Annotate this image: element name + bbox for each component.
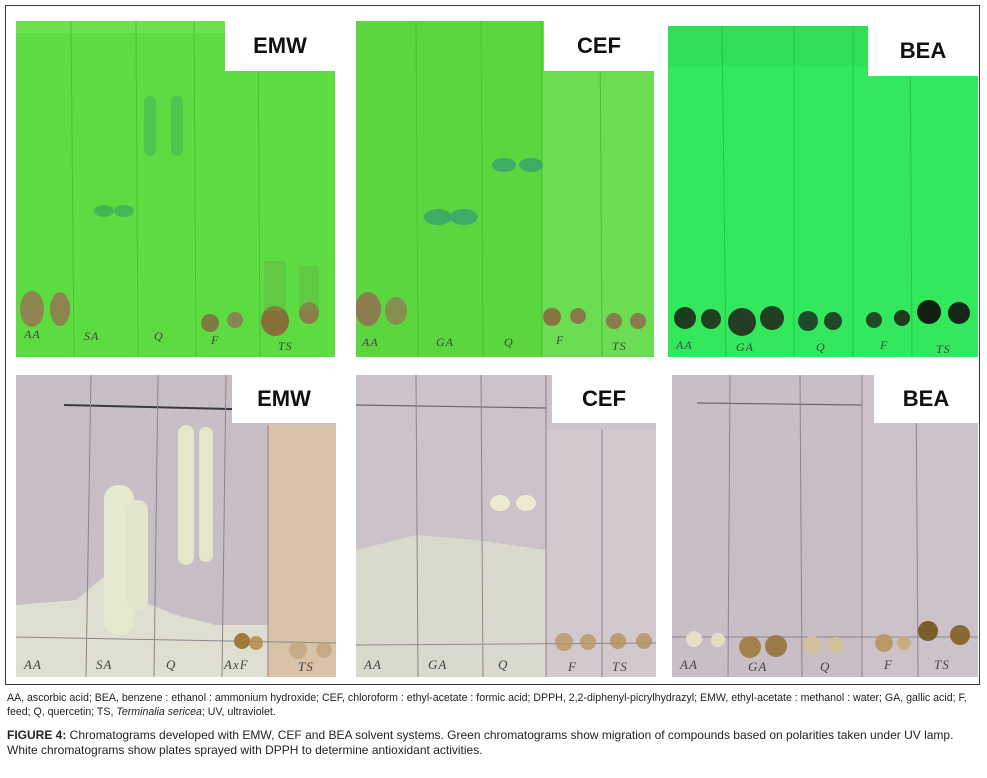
plate-label: BEA (874, 375, 978, 423)
lane-label: GA (736, 340, 754, 354)
lane-label: TS (612, 339, 627, 353)
caption-text: Chromatograms developed with EMW, CEF an… (7, 728, 954, 757)
lane-label: GA (428, 657, 448, 672)
lane-label: AA (364, 657, 382, 672)
plate-emw-uv: EMW AA SA Q F TS (16, 21, 335, 357)
lane-label: TS (936, 342, 951, 356)
plate-cef-dpph-image (356, 375, 656, 677)
lane-label: Q (498, 657, 509, 672)
abbreviation-text: AA, ascorbic acid; BEA, benzene : ethano… (7, 692, 967, 718)
figure-caption: FIGURE 4: Chromatograms developed with E… (7, 728, 979, 758)
lane-label: AA (676, 338, 693, 352)
plate-label: CEF (552, 375, 656, 423)
lane-label: F (211, 333, 220, 347)
lane-label: AxF (224, 657, 249, 672)
lane-label: F (556, 333, 565, 347)
lane-label: TS (934, 657, 950, 672)
abbreviation-text-end: ; UV, ultraviolet. (201, 705, 276, 718)
lane-label: AA (24, 657, 42, 672)
plate-bea-dpph: BEA AA GA Q F TS (672, 375, 978, 677)
plate-label: CEF (544, 21, 654, 71)
figure-label: FIGURE 4: (7, 728, 67, 742)
abbreviation-note: AA, ascorbic acid; BEA, benzene : ethano… (7, 692, 979, 719)
plate-bea-uv: BEA AA GA Q F TS (668, 26, 978, 357)
lane-label: F (880, 338, 889, 352)
plate-emw-dpph-image (16, 375, 336, 677)
lane-label: AA (362, 335, 379, 349)
lane-label: Q (166, 657, 177, 672)
plate-cef-uv: CEF AA GA Q F TS (356, 21, 654, 357)
lane-label: GA (748, 659, 768, 674)
lane-label: TS (298, 659, 314, 674)
plate-bea-dpph-image (672, 375, 978, 677)
lane-label: F (884, 657, 893, 672)
lane-label: GA (436, 335, 454, 349)
lane-label: Q (154, 329, 164, 343)
plate-label: EMW (225, 21, 335, 71)
lane-label: SA (84, 329, 100, 343)
plate-emw-dpph: EMW AA SA Q AxF TS (16, 375, 336, 677)
lane-label: AA (680, 657, 698, 672)
plate-label: EMW (232, 375, 336, 423)
plate-cef-uv-image (356, 21, 654, 357)
plate-cef-dpph: CEF AA GA Q F TS (356, 375, 656, 677)
lane-label: Q (504, 335, 514, 349)
lane-label: Q (820, 659, 831, 674)
lane-label: Q (816, 340, 826, 354)
plate-label: BEA (868, 26, 978, 76)
figure-frame: EMW AA SA Q F TS CEF AA GA Q (5, 5, 980, 685)
lane-label: TS (612, 659, 628, 674)
plate-emw-uv-image (16, 21, 335, 357)
lane-label: SA (96, 657, 113, 672)
lane-label: TS (278, 339, 293, 353)
abbreviation-species: Terminalia sericea (116, 705, 202, 718)
lane-label: AA (24, 327, 41, 341)
lane-label: F (568, 659, 577, 674)
